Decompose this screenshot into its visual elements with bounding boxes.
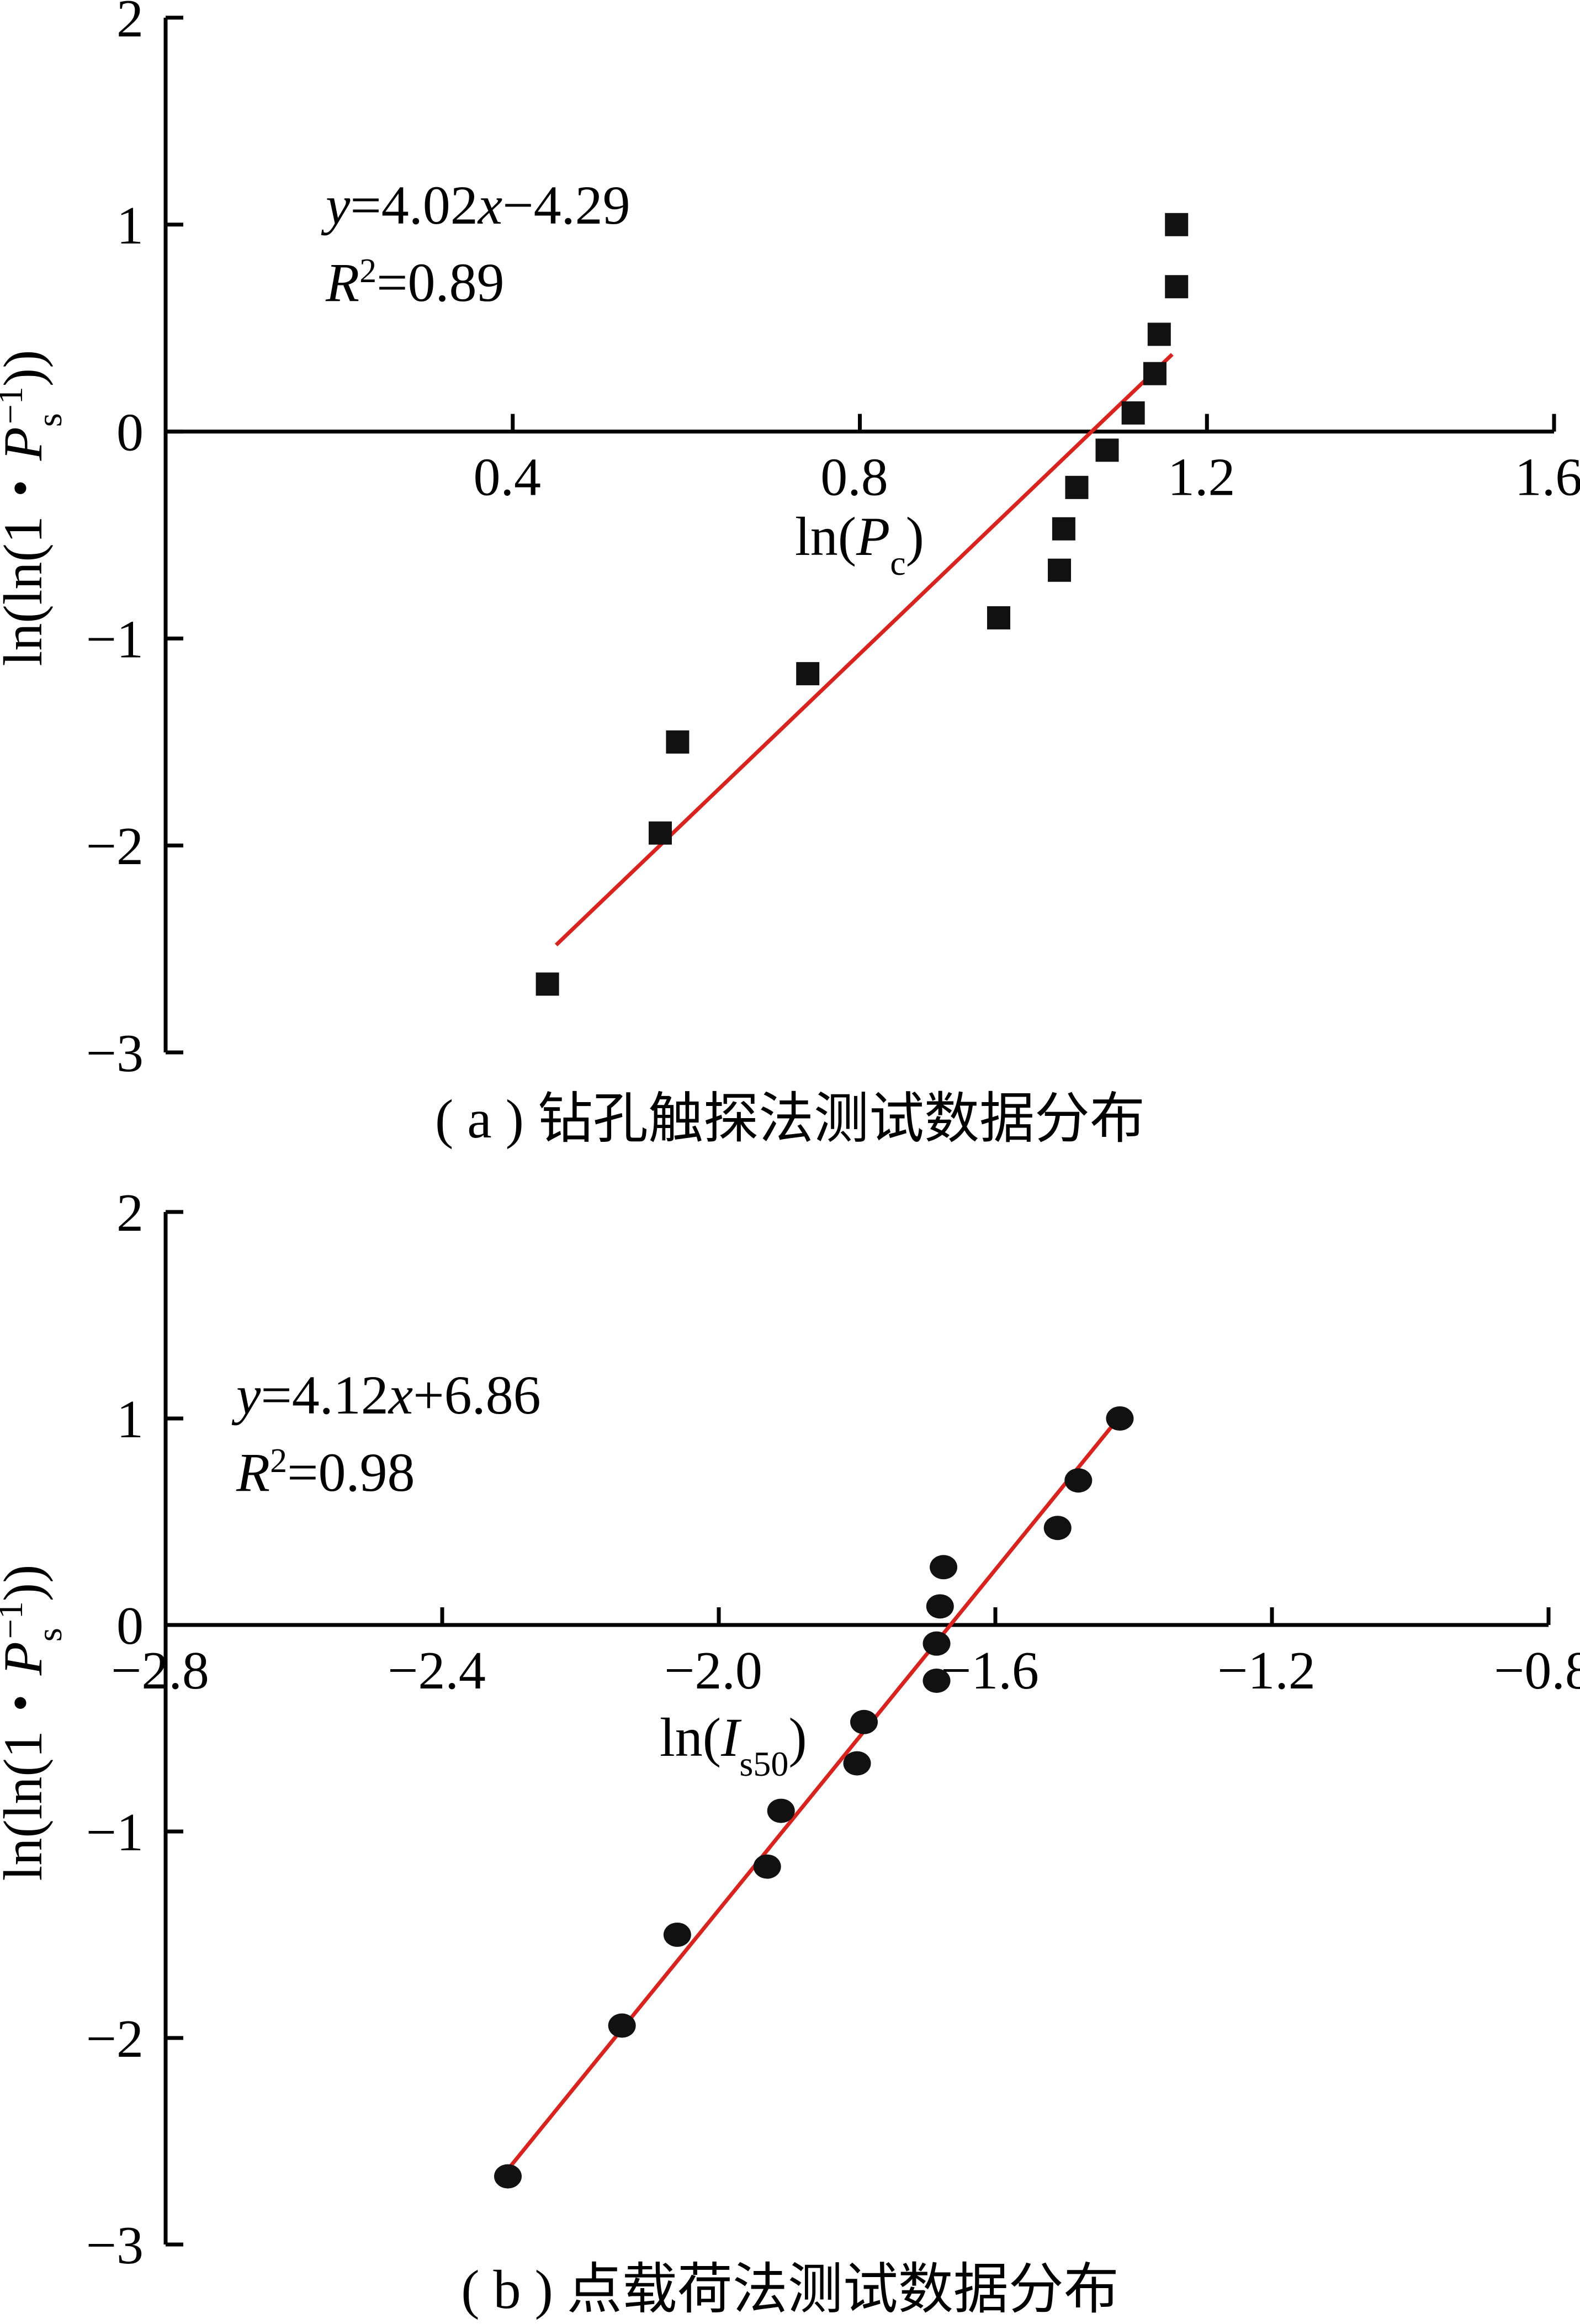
data-point: [930, 1555, 958, 1580]
data-point: [663, 1923, 691, 1947]
data-point: [1165, 275, 1189, 299]
y-tick-label: 0: [116, 403, 144, 463]
data-point: [1043, 1516, 1072, 1540]
data-point: [648, 821, 672, 845]
y-tick-label: −3: [86, 1024, 144, 1083]
data-point: [535, 972, 559, 996]
x-axis-title: ln(Pc): [795, 506, 924, 583]
fit-line: [554, 353, 1174, 947]
x-tick-label: −2.4: [388, 1641, 486, 1701]
panel-caption: ( a ) 钻孔触探法测试数据分布: [435, 1088, 1145, 1150]
x-tick-label: 1.2: [1168, 448, 1236, 507]
data-point: [753, 1854, 781, 1879]
data-point: [1095, 438, 1119, 462]
x-tick-label: 0.4: [474, 448, 542, 507]
data-point: [767, 1798, 795, 1823]
x-tick-label: −2.8: [111, 1641, 209, 1701]
chart-panel-a: 2 1 0 −1 −2 −3 0.4 0.8 1.2 1.6 y=4.02x−4.29 R2=0.89…: [0, 0, 1580, 1150]
data-point: [1048, 558, 1072, 582]
data-point: [926, 1594, 954, 1619]
y-tick-label: −2: [86, 817, 144, 876]
x-tick-label: −1.6: [941, 1641, 1039, 1701]
data-point: [1143, 362, 1167, 385]
data-point: [843, 1751, 871, 1776]
y-axis-title: ln(ln(1・Ps−1)): [0, 1565, 69, 1881]
x-axis-title: ln(Is50): [660, 1707, 807, 1783]
regression-equation: y=4.02x−4.29: [321, 174, 630, 236]
y-axis-title: ln(ln(1・Ps−1)): [0, 350, 69, 666]
y-tick-label: −2: [86, 2009, 144, 2069]
x-tick-label: 1.6: [1515, 448, 1580, 507]
data-point: [850, 1709, 878, 1734]
y-tick-label: 1: [116, 196, 144, 256]
panel-caption: ( b ) 点载荷法测试数据分布: [461, 2259, 1119, 2320]
data-point: [494, 2164, 522, 2189]
y-tick-label: −3: [86, 2216, 144, 2275]
x-tick-label: 0.8: [820, 448, 888, 507]
data-point: [922, 1668, 951, 1693]
data-point: [1052, 517, 1075, 541]
r-squared: R2=0.98: [236, 1442, 415, 1503]
x-tick-label: −1.2: [1217, 1641, 1316, 1701]
data-point: [1121, 401, 1145, 425]
chart-panel-b: 2 1 0 −1 −2 −3 −2.8 −2.4 −2.0 −1.6 −1.2 −0.8 y=4.12x…: [0, 1183, 1580, 2320]
y-tick-label: 2: [116, 0, 144, 49]
data-point: [1165, 213, 1189, 236]
x-tick-label: −0.8: [1494, 1641, 1580, 1701]
data-point: [1064, 1468, 1093, 1493]
data-point: [796, 662, 820, 686]
y-tick-label: −1: [86, 1803, 144, 1862]
data-point: [666, 730, 690, 754]
y-tick-label: 2: [116, 1183, 144, 1243]
data-point: [608, 2013, 636, 2038]
axes: [163, 1210, 1551, 2247]
fit-line: [499, 1414, 1123, 2179]
data-point: [1065, 475, 1089, 499]
data-point: [987, 606, 1010, 629]
y-tick-label: 1: [116, 1390, 144, 1449]
data-point: [1147, 322, 1171, 346]
y-tick-label: −1: [86, 610, 144, 669]
data-point: [1106, 1406, 1134, 1431]
regression-equation: y=4.12x+6.86: [231, 1364, 541, 1426]
r-squared: R2=0.89: [325, 252, 505, 313]
y-tick-label: 0: [116, 1596, 144, 1656]
data-point: [922, 1631, 951, 1656]
axes: [163, 15, 1556, 1055]
x-tick-label: −2.0: [664, 1641, 762, 1701]
